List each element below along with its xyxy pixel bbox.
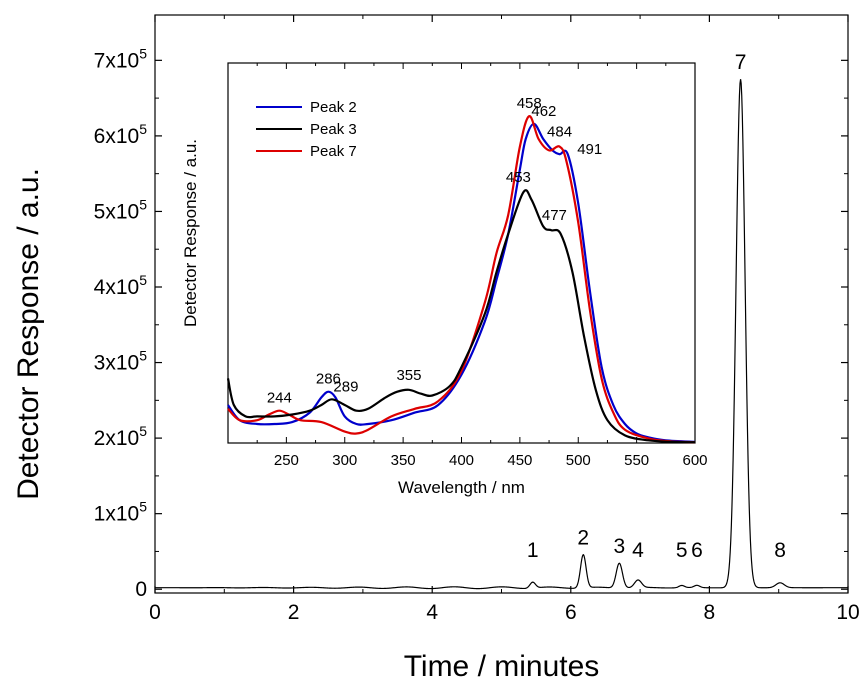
peak-label: 3 (613, 535, 625, 558)
x-tick-label: 6 (565, 601, 577, 624)
y-tick-label: 5x105 (94, 196, 148, 223)
peak-label: 7 (735, 51, 747, 74)
peak-label: 2 (577, 526, 589, 549)
peak-wavelength-label: 453 (506, 169, 531, 186)
inset-y-axis-title: Detector Response / a.u. (181, 139, 200, 327)
inset-x-tick-label: 550 (624, 452, 649, 469)
x-tick-label: 8 (704, 601, 716, 624)
peak-wavelength-label: 458 (517, 95, 542, 112)
inset-x-tick-label: 400 (449, 452, 474, 469)
y-tick-label: 7x105 (94, 45, 148, 72)
legend-label: Peak 7 (310, 143, 357, 160)
x-tick-label: 4 (426, 601, 438, 624)
peak-label: 6 (691, 539, 703, 562)
inset-x-axis-title: Wavelength / nm (398, 478, 525, 497)
peak-label: 4 (632, 539, 644, 562)
inset-x-tick-label: 350 (391, 452, 416, 469)
inset-x-tick-label: 450 (507, 452, 532, 469)
inset-x-tick-label: 500 (566, 452, 591, 469)
peak-wavelength-label: 244 (267, 390, 292, 407)
inset-x-tick-label: 250 (274, 452, 299, 469)
peak-wavelength-label: 491 (577, 141, 602, 158)
peak-wavelength-label: 484 (547, 124, 572, 141)
legend-label: Peak 3 (310, 121, 357, 138)
spectrum-line-peak-2 (227, 122, 696, 443)
y-tick-label: 0 (135, 578, 147, 601)
x-tick-label: 0 (149, 601, 161, 624)
y-tick-label: 4x105 (94, 272, 148, 299)
y-tick-label: 1x105 (94, 499, 148, 526)
y-tick-label: 2x105 (94, 423, 148, 450)
peak-label: 5 (676, 539, 688, 562)
inset-frame (227, 62, 696, 444)
peak-label: 1 (527, 539, 539, 562)
peak-wavelength-label: 462 (531, 103, 556, 120)
peak-label: 8 (774, 539, 786, 562)
x-axis-title: Time / minutes (404, 650, 600, 683)
chromatogram-line (155, 79, 848, 590)
inset-x-tick-label: 600 (682, 452, 707, 469)
y-tick-label: 3x105 (94, 348, 148, 375)
spectrum-line-peak-3 (226, 189, 696, 444)
peak-wavelength-label: 355 (396, 367, 421, 384)
inset-spectra: 250 300 350 400 450 500 550 600 Wavelength / nm D… (181, 62, 708, 497)
peak-wavelength-label: 289 (333, 378, 358, 395)
peak-wavelength-label: 286 (316, 371, 341, 388)
x-tick-label: 10 (836, 601, 859, 624)
y-tick-label: 6x105 (94, 121, 148, 148)
y-axis-title: Detector Response / a.u. (12, 168, 45, 500)
main-chromatogram: 0 2 4 6 8 10 0 1x105 2x105 3x105 4x105 5x105 6x105 7x… (12, 14, 860, 683)
legend-label: Peak 2 (310, 99, 357, 116)
peak-wavelength-label: 477 (542, 207, 567, 224)
inset-x-tick-label: 300 (332, 452, 357, 469)
x-tick-label: 2 (288, 601, 300, 624)
